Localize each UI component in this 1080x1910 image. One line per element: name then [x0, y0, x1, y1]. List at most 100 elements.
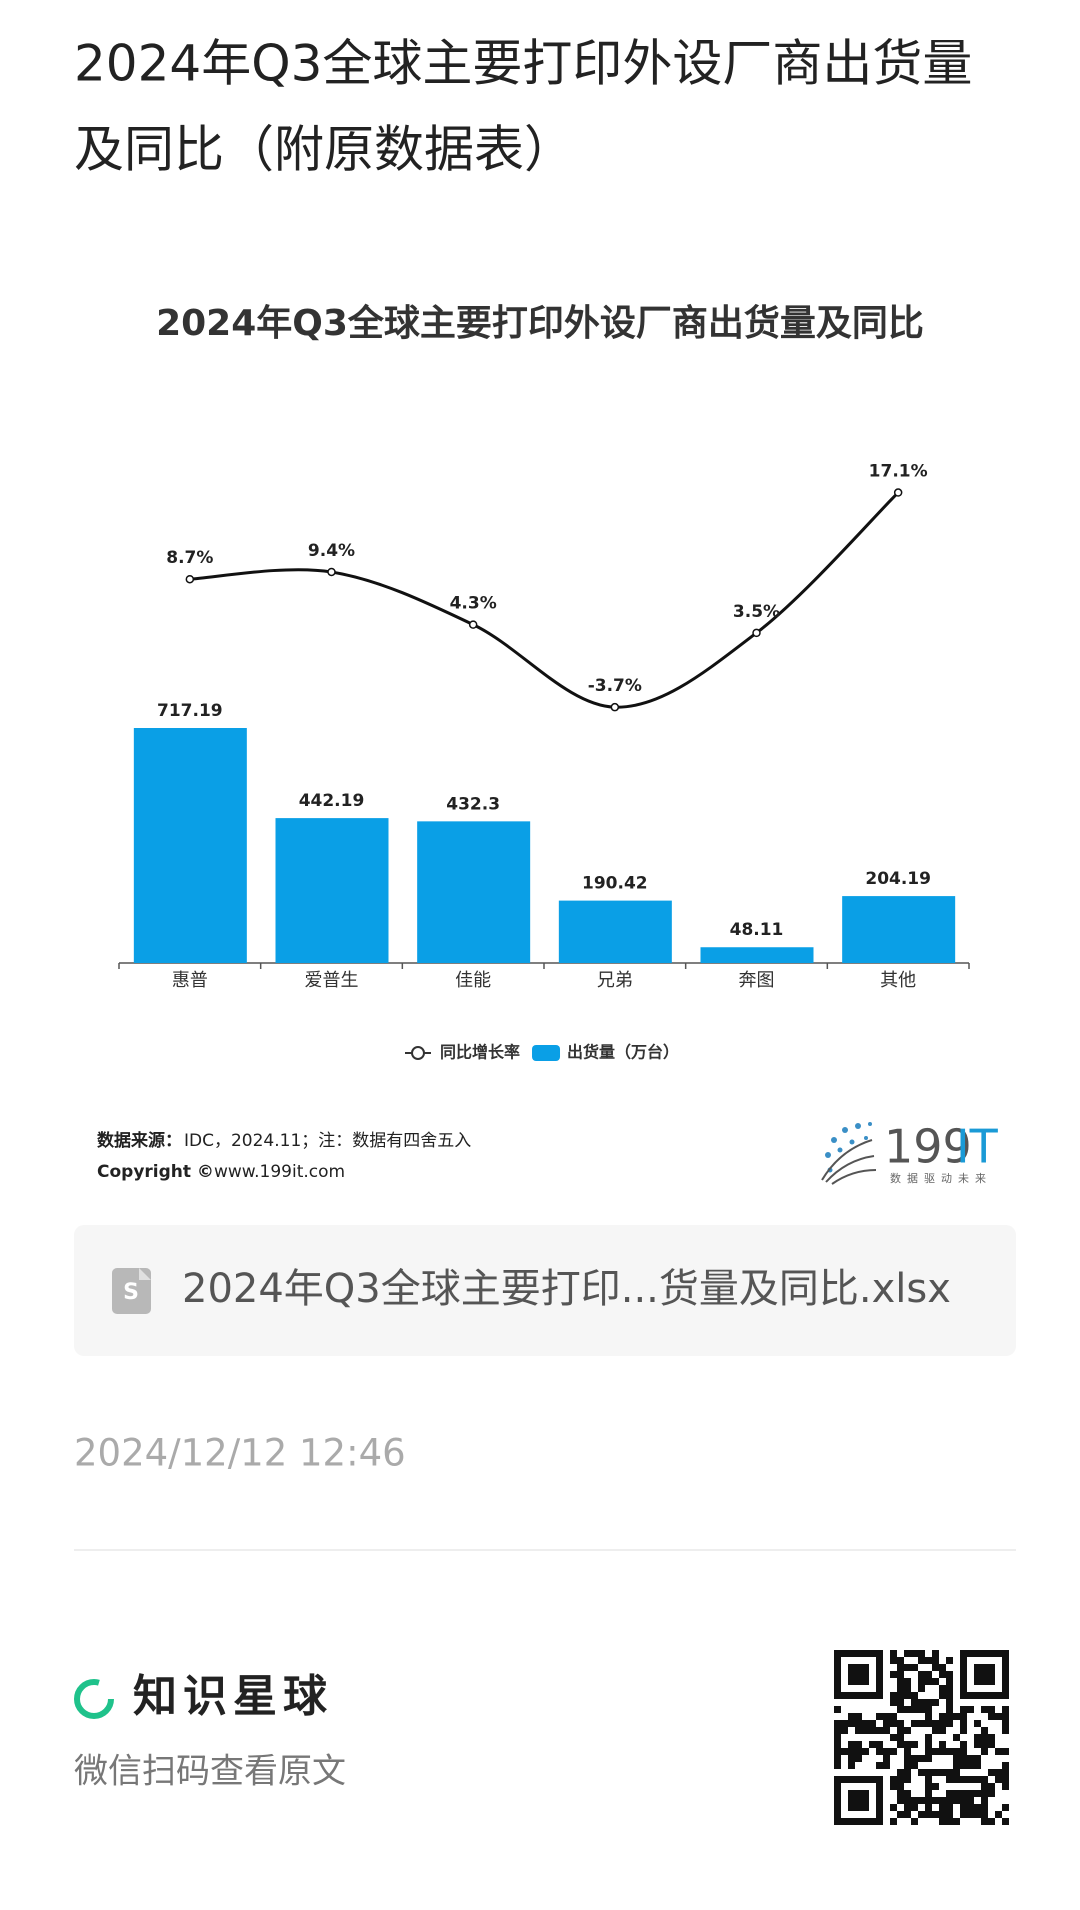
qr-module [967, 1762, 974, 1769]
qr-module [974, 1762, 981, 1769]
qr-module [890, 1783, 897, 1790]
qr-module [925, 1804, 932, 1811]
qr-module [855, 1748, 862, 1755]
qr-module [834, 1741, 841, 1748]
qr-module [911, 1720, 918, 1727]
qr-module [890, 1748, 897, 1755]
qr-module [925, 1678, 932, 1685]
bar [842, 896, 956, 963]
qr-module [946, 1713, 953, 1720]
qr-module [932, 1769, 939, 1776]
qr-module [974, 1720, 981, 1727]
article-title: 2024年Q3全球主要打印外设厂商出货量 [74, 35, 972, 93]
qr-module [946, 1797, 953, 1804]
qr-module [876, 1748, 883, 1755]
qr-module [834, 1748, 841, 1755]
scan-hint: 微信扫码查看原文 [74, 1752, 346, 1792]
qr-module [1002, 1776, 1009, 1783]
qr-module [981, 1783, 988, 1790]
line-marker [893, 488, 903, 497]
qr-module [897, 1769, 904, 1776]
qr-module [897, 1783, 904, 1790]
qr-module [855, 1713, 862, 1720]
qr-module [904, 1790, 911, 1797]
qr-module [995, 1776, 1002, 1783]
qr-module [848, 1741, 855, 1748]
x-tick-label: 爱普生 [305, 970, 359, 991]
chart-title: 2024年Q3全球主要打印外设厂商出货量及同比 [156, 302, 924, 344]
qr-module [939, 1769, 946, 1776]
brand-icon [74, 1679, 114, 1719]
qr-module [911, 1741, 918, 1748]
qr-module [974, 1734, 981, 1741]
qr-module [981, 1741, 988, 1748]
qr-module [960, 1720, 967, 1727]
line-label: 17.1% [869, 462, 928, 482]
qr-module [925, 1783, 932, 1790]
qr-module [960, 1713, 967, 1720]
bar-label: 190.42 [582, 874, 648, 894]
qr-module [897, 1664, 904, 1671]
qr-module [981, 1706, 988, 1713]
qr-module [890, 1734, 897, 1741]
qr-module [834, 1762, 841, 1769]
qr-module [953, 1769, 960, 1776]
qr-module [855, 1727, 862, 1734]
qr-module [925, 1811, 932, 1818]
qr-module [918, 1811, 925, 1818]
qr-module [890, 1804, 897, 1811]
qr-module [883, 1713, 890, 1720]
attachment-card[interactable] [74, 1225, 1016, 1356]
qr-module [988, 1706, 995, 1713]
qr-module [918, 1671, 925, 1678]
line-marker [752, 628, 761, 638]
qr-module [995, 1811, 1002, 1818]
qr-module [946, 1692, 953, 1699]
qr-module [981, 1776, 988, 1783]
qr-module [925, 1734, 932, 1741]
qr-module [988, 1734, 995, 1741]
qr-module [834, 1720, 841, 1727]
bar-label: 48.11 [730, 920, 784, 940]
qr-module [967, 1706, 974, 1713]
qr-module [862, 1727, 869, 1734]
qr-module [932, 1650, 939, 1657]
qr-module [925, 1657, 932, 1664]
qr-module [897, 1790, 904, 1797]
chart-source: 数据来源： IDC，2024.11；注：数据有四舍五入 Copyright © … [97, 1130, 471, 1182]
logo-number: 199 [884, 1120, 972, 1174]
qr-module [904, 1811, 911, 1818]
qr-module [904, 1762, 911, 1769]
qr-module [925, 1699, 932, 1706]
qr-module [946, 1685, 953, 1692]
qr-module [981, 1734, 988, 1741]
legend-label: 同比增长率 [440, 1043, 520, 1062]
qr-module [904, 1748, 911, 1755]
qr-module [995, 1713, 1002, 1720]
attachment-filename[interactable]: 2024年Q3全球主要打印...货量及同比.xlsx [182, 1266, 951, 1312]
qr-module [897, 1706, 904, 1713]
qr-code[interactable] [834, 1650, 1009, 1825]
qr-module [925, 1671, 932, 1678]
qr-module [960, 1776, 967, 1783]
bar [558, 900, 672, 963]
line-marker [327, 567, 336, 577]
qr-module [939, 1818, 946, 1825]
qr-module [911, 1692, 918, 1699]
qr-module [932, 1811, 939, 1818]
logo-letters: IT [956, 1120, 999, 1174]
qr-module [953, 1748, 960, 1755]
qr-module [960, 1762, 967, 1769]
qr-module [911, 1797, 918, 1804]
qr-module [981, 1818, 988, 1825]
qr-module [925, 1713, 932, 1720]
qr-module [897, 1776, 904, 1783]
qr-module [918, 1650, 925, 1657]
qr-module [953, 1790, 960, 1797]
qr-module [988, 1769, 995, 1776]
line-label: 9.4% [308, 541, 355, 561]
line-label: 4.3% [450, 594, 497, 614]
qr-module [925, 1790, 932, 1797]
qr-module [834, 1727, 841, 1734]
